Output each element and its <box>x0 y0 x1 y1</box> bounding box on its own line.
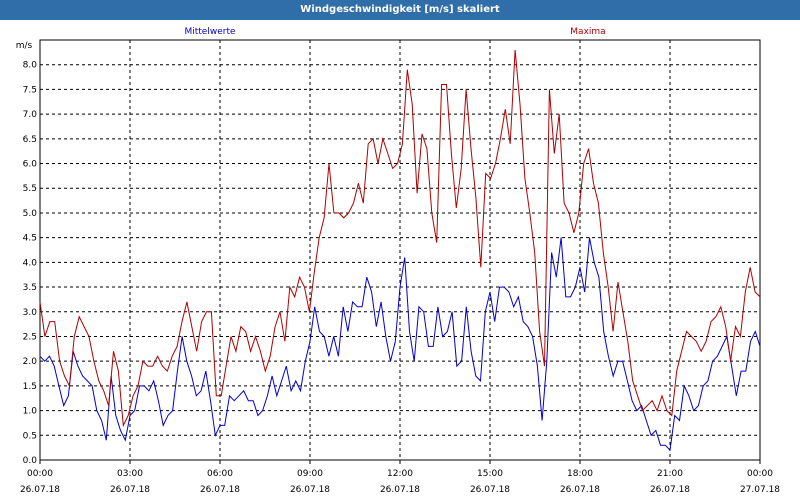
x-tick-time: 12:00 <box>387 469 413 479</box>
y-tick-label: 5.0 <box>23 209 38 219</box>
y-tick-label: 8.0 <box>23 61 38 71</box>
x-tick-time: 15:00 <box>477 469 503 479</box>
y-tick-label: 4.0 <box>23 258 38 268</box>
x-tick-date: 26.07.18 <box>110 485 150 495</box>
y-tick-label: 6.0 <box>23 160 38 170</box>
x-tick-time: 09:00 <box>297 469 323 479</box>
window-titlebar: Windgeschwindigkeit [m/s] skaliert <box>0 0 800 20</box>
x-tick-date: 26.07.18 <box>290 485 330 495</box>
series-line-mittelwerte <box>39 237 761 452</box>
y-tick-label: 3.5 <box>23 283 37 293</box>
y-tick-label: 1.0 <box>23 407 38 417</box>
x-tick-time: 00:00 <box>747 469 773 479</box>
x-tick-date: 26.07.18 <box>380 485 420 495</box>
y-tick-label: 7.5 <box>23 85 37 95</box>
y-tick-label: 1.5 <box>23 382 37 392</box>
y-tick-label: 0.0 <box>23 456 38 466</box>
x-tick-date: 26.07.18 <box>650 485 690 495</box>
y-tick-label: 3.0 <box>23 308 38 318</box>
y-tick-label: 2.0 <box>23 357 38 367</box>
y-tick-label: 7.0 <box>23 110 38 120</box>
x-tick-time: 00:00 <box>27 469 53 479</box>
legend-maxima: Maxima <box>570 27 605 37</box>
y-tick-label: 4.5 <box>23 234 37 244</box>
y-tick-label: 2.5 <box>23 332 37 342</box>
y-tick-label: 6.5 <box>23 135 37 145</box>
x-tick-time: 03:00 <box>117 469 143 479</box>
x-tick-time: 18:00 <box>567 469 593 479</box>
x-tick-date: 26.07.18 <box>200 485 240 495</box>
y-tick-label: 5.5 <box>23 184 37 194</box>
x-tick-date: 27.07.18 <box>740 485 780 495</box>
x-tick-time: 06:00 <box>207 469 233 479</box>
series-line-maxima <box>39 49 761 428</box>
legend-mittelwerte: Mittelwerte <box>184 27 235 37</box>
x-tick-time: 21:00 <box>657 469 683 479</box>
x-tick-date: 26.07.18 <box>470 485 510 495</box>
x-tick-date: 26.07.18 <box>20 485 60 495</box>
y-tick-label: 0.5 <box>23 431 37 441</box>
x-tick-date: 26.07.18 <box>560 485 600 495</box>
y-axis-label: m/s <box>16 41 33 51</box>
